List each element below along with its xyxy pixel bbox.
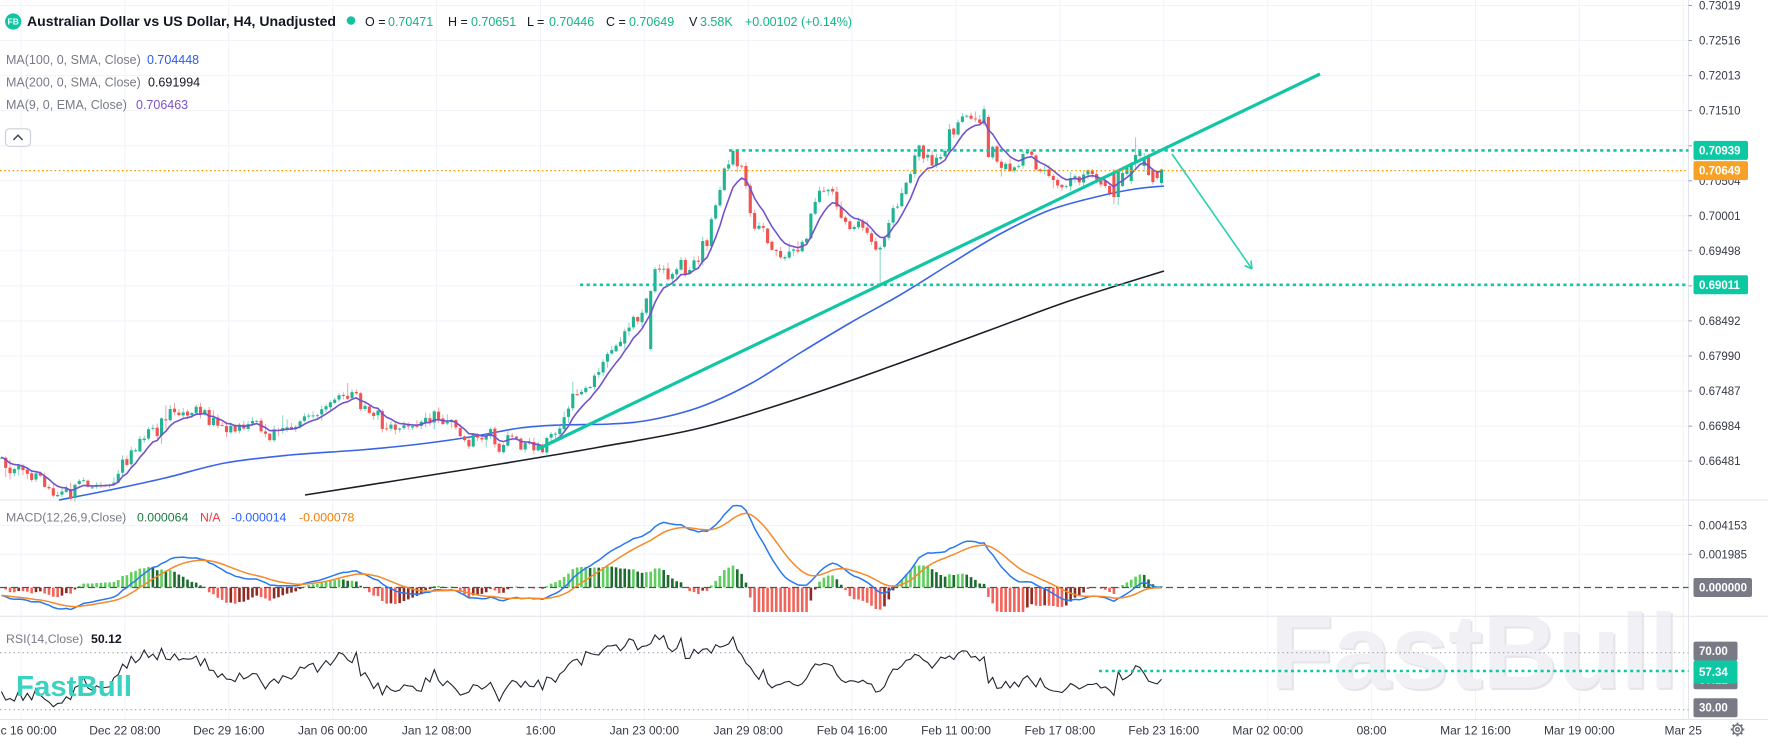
svg-text:0.72013: 0.72013: [1699, 71, 1741, 83]
svg-text:FastBull: FastBull: [1270, 593, 1678, 711]
svg-text:FastBull: FastBull: [16, 671, 132, 703]
svg-text:Jan 12 08:00: Jan 12 08:00: [402, 724, 472, 738]
svg-text:3.58K: 3.58K: [700, 15, 733, 29]
svg-text:0.68492: 0.68492: [1699, 316, 1741, 328]
svg-text:Australian Dollar vs US Dollar: Australian Dollar vs US Dollar, H4, Unad…: [27, 14, 336, 29]
svg-text:Feb 17 08:00: Feb 17 08:00: [1025, 724, 1096, 738]
svg-text:Jan 29 08:00: Jan 29 08:00: [713, 724, 783, 738]
svg-text:0.704448: 0.704448: [147, 53, 199, 67]
svg-text:16:00: 16:00: [525, 724, 555, 738]
svg-text:0.000000: 0.000000: [1699, 583, 1747, 595]
svg-text:0.70649: 0.70649: [629, 15, 674, 29]
svg-text:H =: H =: [448, 15, 468, 29]
svg-text:Mar 02 00:00: Mar 02 00:00: [1232, 724, 1303, 738]
svg-text:0.72516: 0.72516: [1699, 36, 1741, 48]
svg-text:C =: C =: [606, 15, 626, 29]
svg-text:0.000064: 0.000064: [137, 511, 188, 525]
svg-text:70.00: 70.00: [1699, 646, 1728, 658]
svg-text:Mar 12 16:00: Mar 12 16:00: [1440, 724, 1511, 738]
svg-text:08:00: 08:00: [1357, 724, 1387, 738]
svg-text:0.70649: 0.70649: [1699, 166, 1741, 178]
svg-text:0.70471: 0.70471: [388, 15, 433, 29]
svg-text:0.69498: 0.69498: [1699, 246, 1741, 258]
svg-text:0.70939: 0.70939: [1699, 146, 1741, 158]
svg-text:0.69011: 0.69011: [1699, 280, 1741, 292]
svg-text:MA(200, 0, SMA, Close): MA(200, 0, SMA, Close): [6, 76, 141, 90]
svg-text:MACD(12,26,9,Close): MACD(12,26,9,Close): [6, 511, 126, 525]
svg-text:0.70001: 0.70001: [1699, 211, 1741, 223]
svg-text:O =: O =: [365, 15, 386, 29]
svg-text:0.691994: 0.691994: [148, 76, 200, 90]
svg-text:0.706463: 0.706463: [136, 98, 188, 112]
svg-text:0.001985: 0.001985: [1699, 549, 1747, 561]
svg-text:N/A: N/A: [200, 511, 221, 525]
svg-text:0.70446: 0.70446: [549, 15, 594, 29]
svg-text:Dec 22 08:00: Dec 22 08:00: [89, 724, 161, 738]
svg-text:L =: L =: [527, 15, 544, 29]
svg-text:Feb 11 00:00: Feb 11 00:00: [921, 724, 991, 738]
svg-text:+0.00102 (+0.14%): +0.00102 (+0.14%): [745, 15, 852, 29]
svg-text:Feb 04 16:00: Feb 04 16:00: [817, 724, 888, 738]
svg-text:30.00: 30.00: [1699, 703, 1728, 715]
svg-text:Mar 19 00:00: Mar 19 00:00: [1544, 724, 1615, 738]
svg-text:FastBull: FastBull: [1272, 595, 1680, 713]
svg-text:Mar 25: Mar 25: [1665, 724, 1703, 738]
svg-text:0.71510: 0.71510: [1699, 106, 1741, 118]
svg-text:57.34: 57.34: [1699, 667, 1728, 679]
svg-text:Jan 23 00:00: Jan 23 00:00: [610, 724, 680, 738]
svg-text:0.66481: 0.66481: [1699, 456, 1741, 468]
svg-text:0.67487: 0.67487: [1699, 386, 1741, 398]
svg-text:0.73019: 0.73019: [1699, 1, 1741, 13]
svg-text:50.12: 50.12: [91, 632, 122, 646]
svg-text:Feb 23 16:00: Feb 23 16:00: [1128, 724, 1199, 738]
svg-text:Dec 16 00:00: Dec 16 00:00: [0, 724, 57, 738]
svg-text:-0.000014: -0.000014: [231, 511, 287, 525]
svg-text:MA(100, 0, SMA, Close): MA(100, 0, SMA, Close): [6, 53, 141, 67]
svg-text:MA(9, 0, EMA, Close): MA(9, 0, EMA, Close): [6, 98, 127, 112]
svg-text:Jan 06 00:00: Jan 06 00:00: [298, 724, 368, 738]
svg-text:0.70651: 0.70651: [471, 15, 516, 29]
svg-text:Dec 29 16:00: Dec 29 16:00: [193, 724, 265, 738]
svg-text:-0.000078: -0.000078: [299, 511, 355, 525]
svg-text:V: V: [689, 15, 698, 29]
svg-text:0.67990: 0.67990: [1699, 351, 1741, 363]
svg-text:RSI(14,Close): RSI(14,Close): [6, 632, 83, 646]
svg-text:FB: FB: [8, 17, 19, 27]
svg-text:0.66984: 0.66984: [1699, 421, 1741, 433]
svg-text:0.004153: 0.004153: [1699, 521, 1747, 533]
